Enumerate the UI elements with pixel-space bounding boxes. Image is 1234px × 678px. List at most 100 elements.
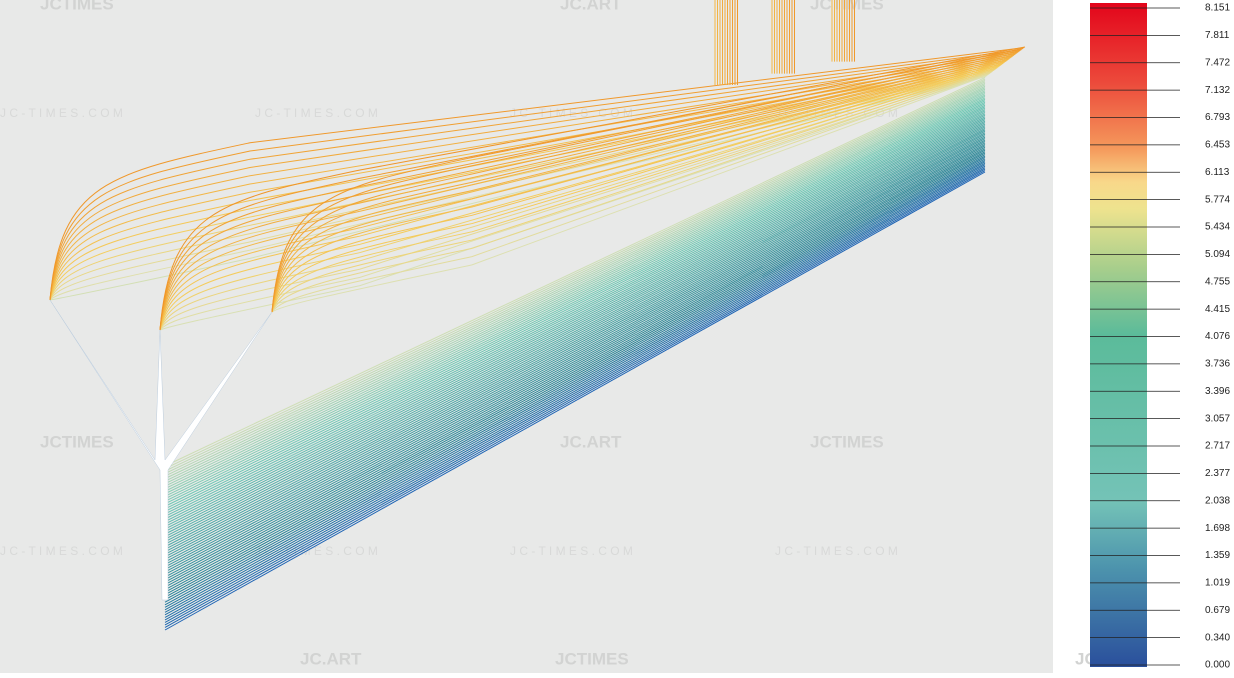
streamline [164,116,986,535]
streamline [164,148,986,591]
streamline [49,59,1008,301]
streamline [164,111,986,528]
colorbar-label: 6.453 [1205,140,1230,151]
watermark: JCTIMES [40,0,114,13]
streamline [159,73,990,331]
streamline [164,157,986,606]
streamline [271,74,988,313]
streamline [271,72,991,313]
background [0,0,1053,673]
watermark: JC.ART [300,649,362,668]
streamline [159,48,1023,331]
streamline [164,98,986,505]
colorbar-label: 3.736 [1205,359,1230,370]
streamline [164,152,986,598]
colorbar [1090,3,1147,667]
streamline [164,109,986,522]
streamline [164,114,986,533]
streamline [164,78,986,469]
streamline [164,165,986,621]
colorbar-label: 5.434 [1205,222,1230,233]
colorbar-label: 7.132 [1205,85,1230,96]
streamline [159,75,987,331]
streamline [164,87,986,485]
streamline [271,58,1010,313]
streamline [159,58,1009,331]
streamline [164,119,986,540]
streamline [159,69,995,331]
streamline [164,117,986,538]
streamline [164,106,986,517]
streamline [271,68,996,313]
colorbar-label: 2.038 [1205,495,1230,506]
colorbar-label: 8.151 [1205,3,1230,14]
streamline [164,161,986,613]
streamline [164,110,986,525]
streamline [164,125,986,550]
streamline [164,141,986,578]
watermark: J C - T I M E S . C O M [255,106,378,120]
streamline [164,129,986,558]
colorbar-label: 3.396 [1205,386,1230,397]
streamline [164,149,986,593]
streamline [164,143,986,583]
streamline [164,88,986,487]
watermark: J C - T I M E S . C O M [255,544,378,558]
streamline [164,154,986,601]
streamline [164,101,986,510]
streamline [164,91,986,492]
streamline [159,56,1012,331]
streamline [164,168,986,626]
streamline [159,60,1006,331]
streamline [164,122,986,545]
colorbar-label: 1.019 [1205,578,1230,589]
streamline [271,62,1005,313]
streamline [164,82,986,477]
streamline [49,65,1000,301]
colorbar-label: 0.340 [1205,632,1230,643]
streamline [164,123,986,548]
colorbar-label: 2.377 [1205,468,1230,479]
streamline [164,127,986,555]
colorbar-label: 4.415 [1205,304,1230,315]
streamline [49,49,1022,301]
streamline [164,151,986,596]
streamline [164,85,986,482]
colorbar-label: 1.359 [1205,550,1230,561]
streamline [164,96,986,500]
streamline [49,76,986,301]
streamline [164,107,986,520]
streamline [159,54,1015,331]
watermark: JC.ART [560,0,622,13]
streamline [164,159,986,611]
watermark: JCTIMES [40,432,114,451]
streamline [164,80,986,472]
streamline [271,49,1021,313]
streamline [49,74,989,301]
colorbar-label: 2.717 [1205,441,1230,452]
streamline [159,63,1004,331]
watermark: J C - T I M E S . C O M [775,544,898,558]
streamline [49,71,992,301]
streamline [164,139,986,575]
colorbar-label: 6.113 [1205,167,1230,178]
streamline [49,61,1005,301]
streamline [164,171,986,631]
streamline [271,70,994,313]
watermark: JCTIMES [555,649,629,668]
streamline [271,47,1024,313]
streamline [164,84,986,480]
watermark: J C - T I M E S . C O M [0,544,123,558]
streamline [164,90,986,490]
streamline [164,136,986,570]
colorbar-label: 0.000 [1205,660,1230,671]
colorbar-label: 0.679 [1205,605,1230,616]
colorbar-label: 5.774 [1205,194,1230,205]
streamline [271,54,1016,313]
manifold [49,299,273,601]
streamline [159,71,993,331]
streamline [164,145,986,586]
colorbar-label: 4.076 [1205,331,1230,342]
streamline [164,164,986,618]
streamline [164,162,986,616]
